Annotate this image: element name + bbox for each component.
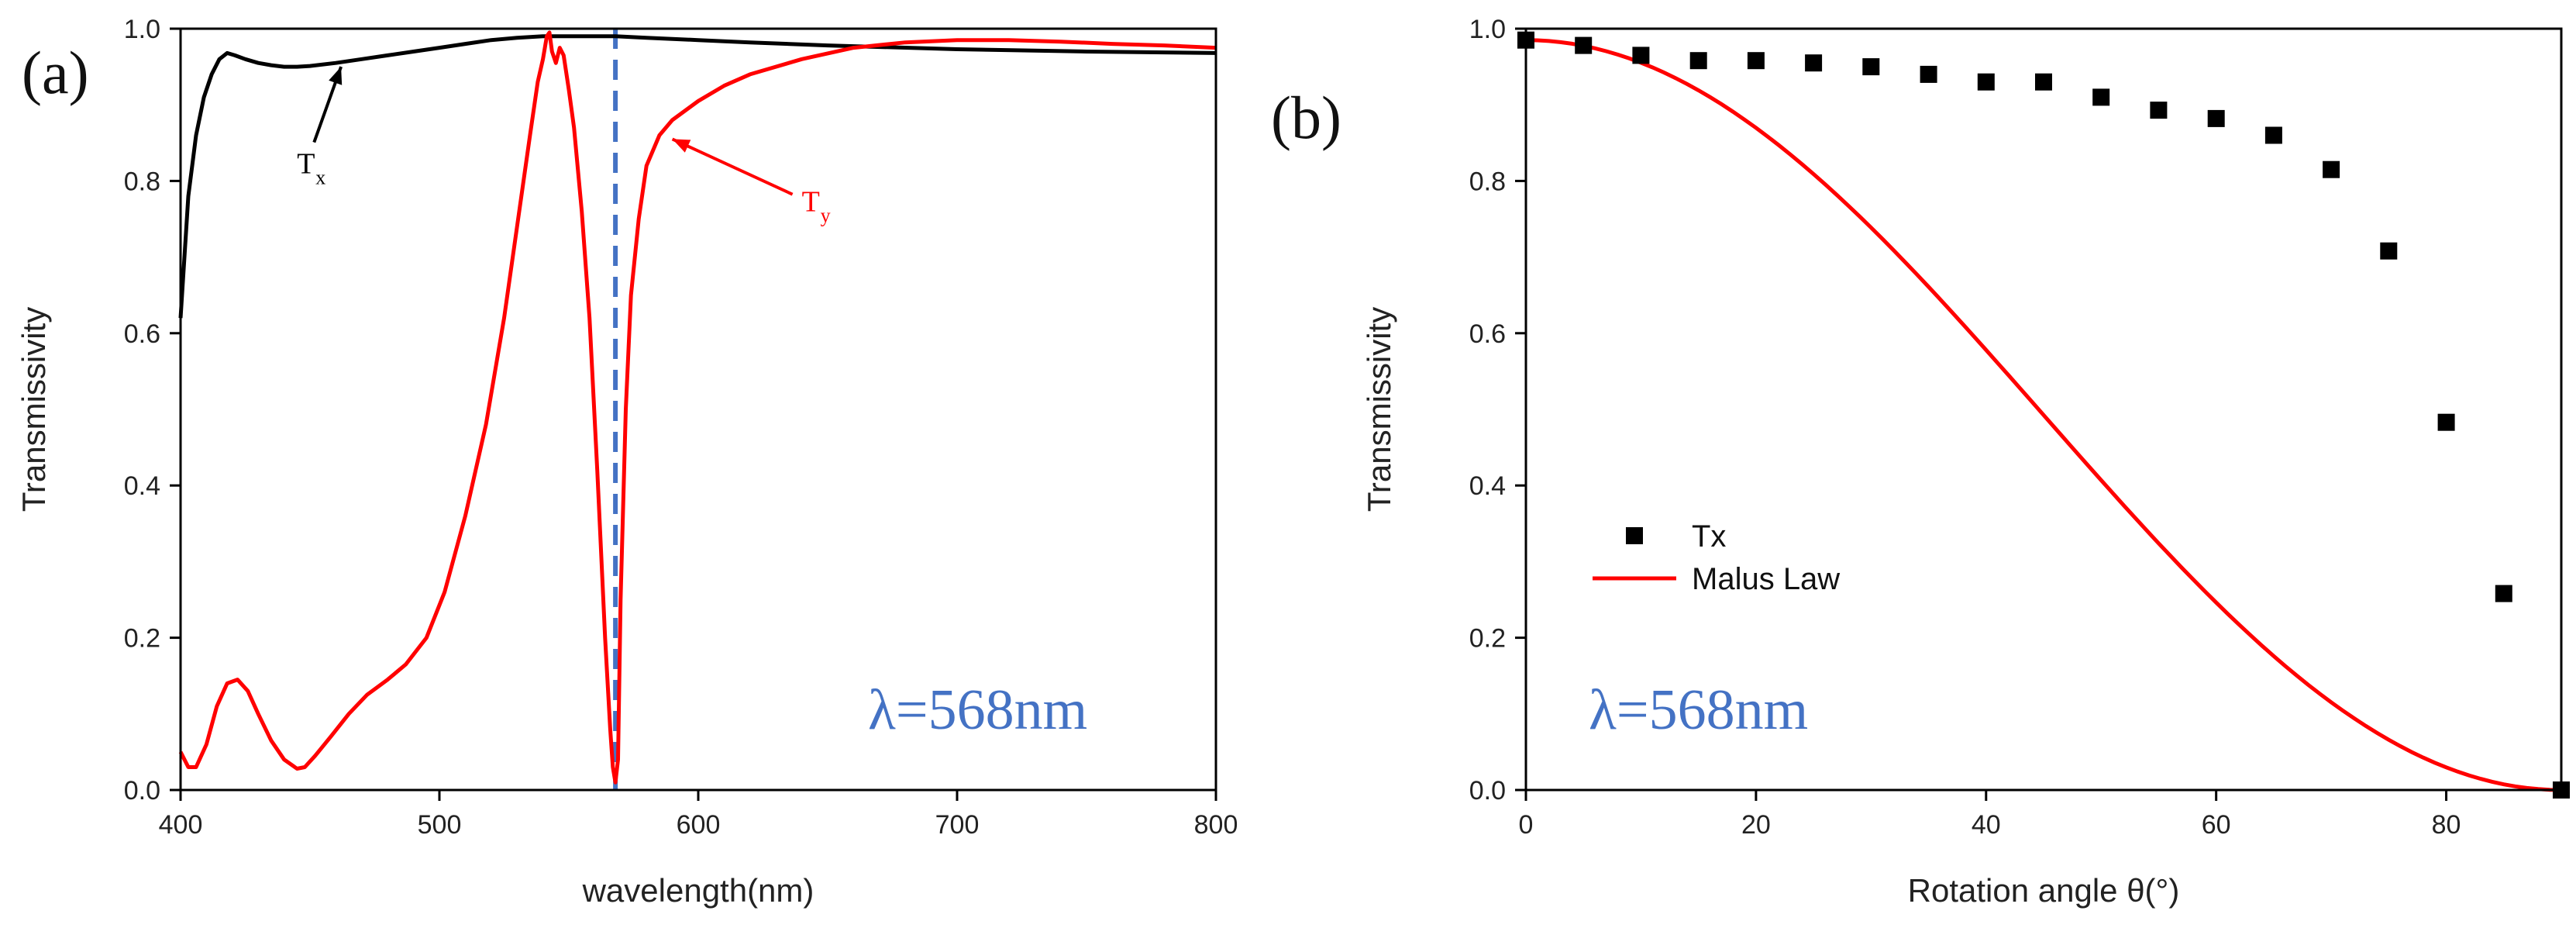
y-tick-label: 1.0 bbox=[124, 15, 160, 44]
x-tick-label: 0 bbox=[1519, 810, 1534, 840]
x-tick-label: 80 bbox=[2432, 810, 2461, 840]
tx-data-point bbox=[1632, 47, 1650, 64]
annotation-sub-y: y bbox=[821, 205, 831, 227]
legend-b: Tx Malus Law bbox=[1593, 519, 1840, 596]
y-tick-label: 0.8 bbox=[124, 167, 160, 196]
tx-data-point bbox=[2264, 126, 2282, 144]
tx-data-point bbox=[2150, 102, 2168, 119]
y-tick-label: 0.6 bbox=[124, 319, 160, 349]
legend-label-tx: Tx bbox=[1692, 519, 1726, 554]
y-tick-label: 0.0 bbox=[1469, 776, 1506, 806]
tx-data-point bbox=[1977, 73, 1995, 91]
panel-a: 400 500 600 700 800 0.0 0.2 0.4 0.6 0.8 1.0 wavel… bbox=[15, 15, 1238, 909]
plot-frame-b bbox=[1524, 27, 2563, 792]
tx-data-point bbox=[2495, 585, 2512, 602]
tx-data-point bbox=[1747, 52, 1765, 70]
tx-data-point bbox=[1862, 58, 1880, 76]
x-tick-label: 60 bbox=[2202, 810, 2231, 840]
legend-marker-tx bbox=[1626, 527, 1643, 544]
series-malus-law-line bbox=[1525, 38, 2562, 792]
x-tick-label: 400 bbox=[159, 810, 203, 840]
x-tick-label: 700 bbox=[935, 810, 980, 840]
tx-data-point bbox=[1805, 54, 1823, 72]
y-tick-label: 1.0 bbox=[1469, 15, 1506, 44]
annotation-arrowhead-x bbox=[329, 67, 343, 85]
y-axis-label-a: Transmissivity bbox=[15, 307, 52, 512]
tx-data-point bbox=[1689, 52, 1707, 70]
legend-label-malus: Malus Law bbox=[1692, 562, 1840, 596]
tx-data-point bbox=[2380, 242, 2398, 260]
tx-data-point bbox=[2092, 88, 2110, 106]
y-tick-label: 0.2 bbox=[124, 624, 160, 654]
tx-data-point bbox=[2323, 160, 2340, 178]
annotation-label-tx: T bbox=[297, 148, 315, 181]
y-tick-label: 0.2 bbox=[1469, 624, 1506, 654]
panel-label-a: (a) bbox=[22, 39, 89, 106]
x-tick-label: 40 bbox=[1972, 810, 2001, 840]
y-axis-label-b: Transmissivity bbox=[1361, 307, 1397, 512]
panel-label-b: (b) bbox=[1271, 84, 1341, 151]
tx-data-point bbox=[2437, 413, 2455, 431]
annotation-sub-x: x bbox=[315, 167, 325, 189]
y-tick-label: 0.6 bbox=[1469, 319, 1506, 349]
plot-frame-a bbox=[179, 27, 1217, 792]
x-tick-label: 500 bbox=[418, 810, 462, 840]
annotation-arrowhead-y bbox=[672, 139, 691, 153]
series-tx-line bbox=[178, 34, 1217, 319]
y-tick-label: 0.4 bbox=[124, 471, 160, 501]
tx-data-point bbox=[1575, 36, 1593, 54]
x-tick-label: 20 bbox=[1741, 810, 1771, 840]
tx-data-point bbox=[2035, 73, 2052, 91]
y-tick-label: 0.8 bbox=[1469, 167, 1506, 196]
x-tick-label: 600 bbox=[677, 810, 721, 840]
wavelength-label-a: λ=568nm bbox=[868, 678, 1087, 742]
y-tick-label: 0.4 bbox=[1469, 471, 1506, 501]
x-tick-label: 800 bbox=[1194, 810, 1238, 840]
annotation-arrow-y bbox=[671, 137, 794, 196]
x-axis-label-b: Rotation angle θ(°) bbox=[1908, 872, 2180, 909]
wavelength-label-b: λ=568nm bbox=[1589, 678, 1808, 742]
tx-data-point bbox=[2207, 109, 2225, 127]
y-tick-label: 0.0 bbox=[124, 776, 160, 806]
panel-b: 0 20 40 60 80 0.0 0.2 0.4 0.6 0.8 1.0 Rotation an… bbox=[1271, 15, 2570, 909]
series-ty-line bbox=[178, 30, 1217, 785]
annotation-label-ty: T bbox=[802, 186, 820, 219]
tx-data-point bbox=[1920, 65, 1937, 83]
x-axis-label-a: wavelength(nm) bbox=[582, 872, 814, 909]
